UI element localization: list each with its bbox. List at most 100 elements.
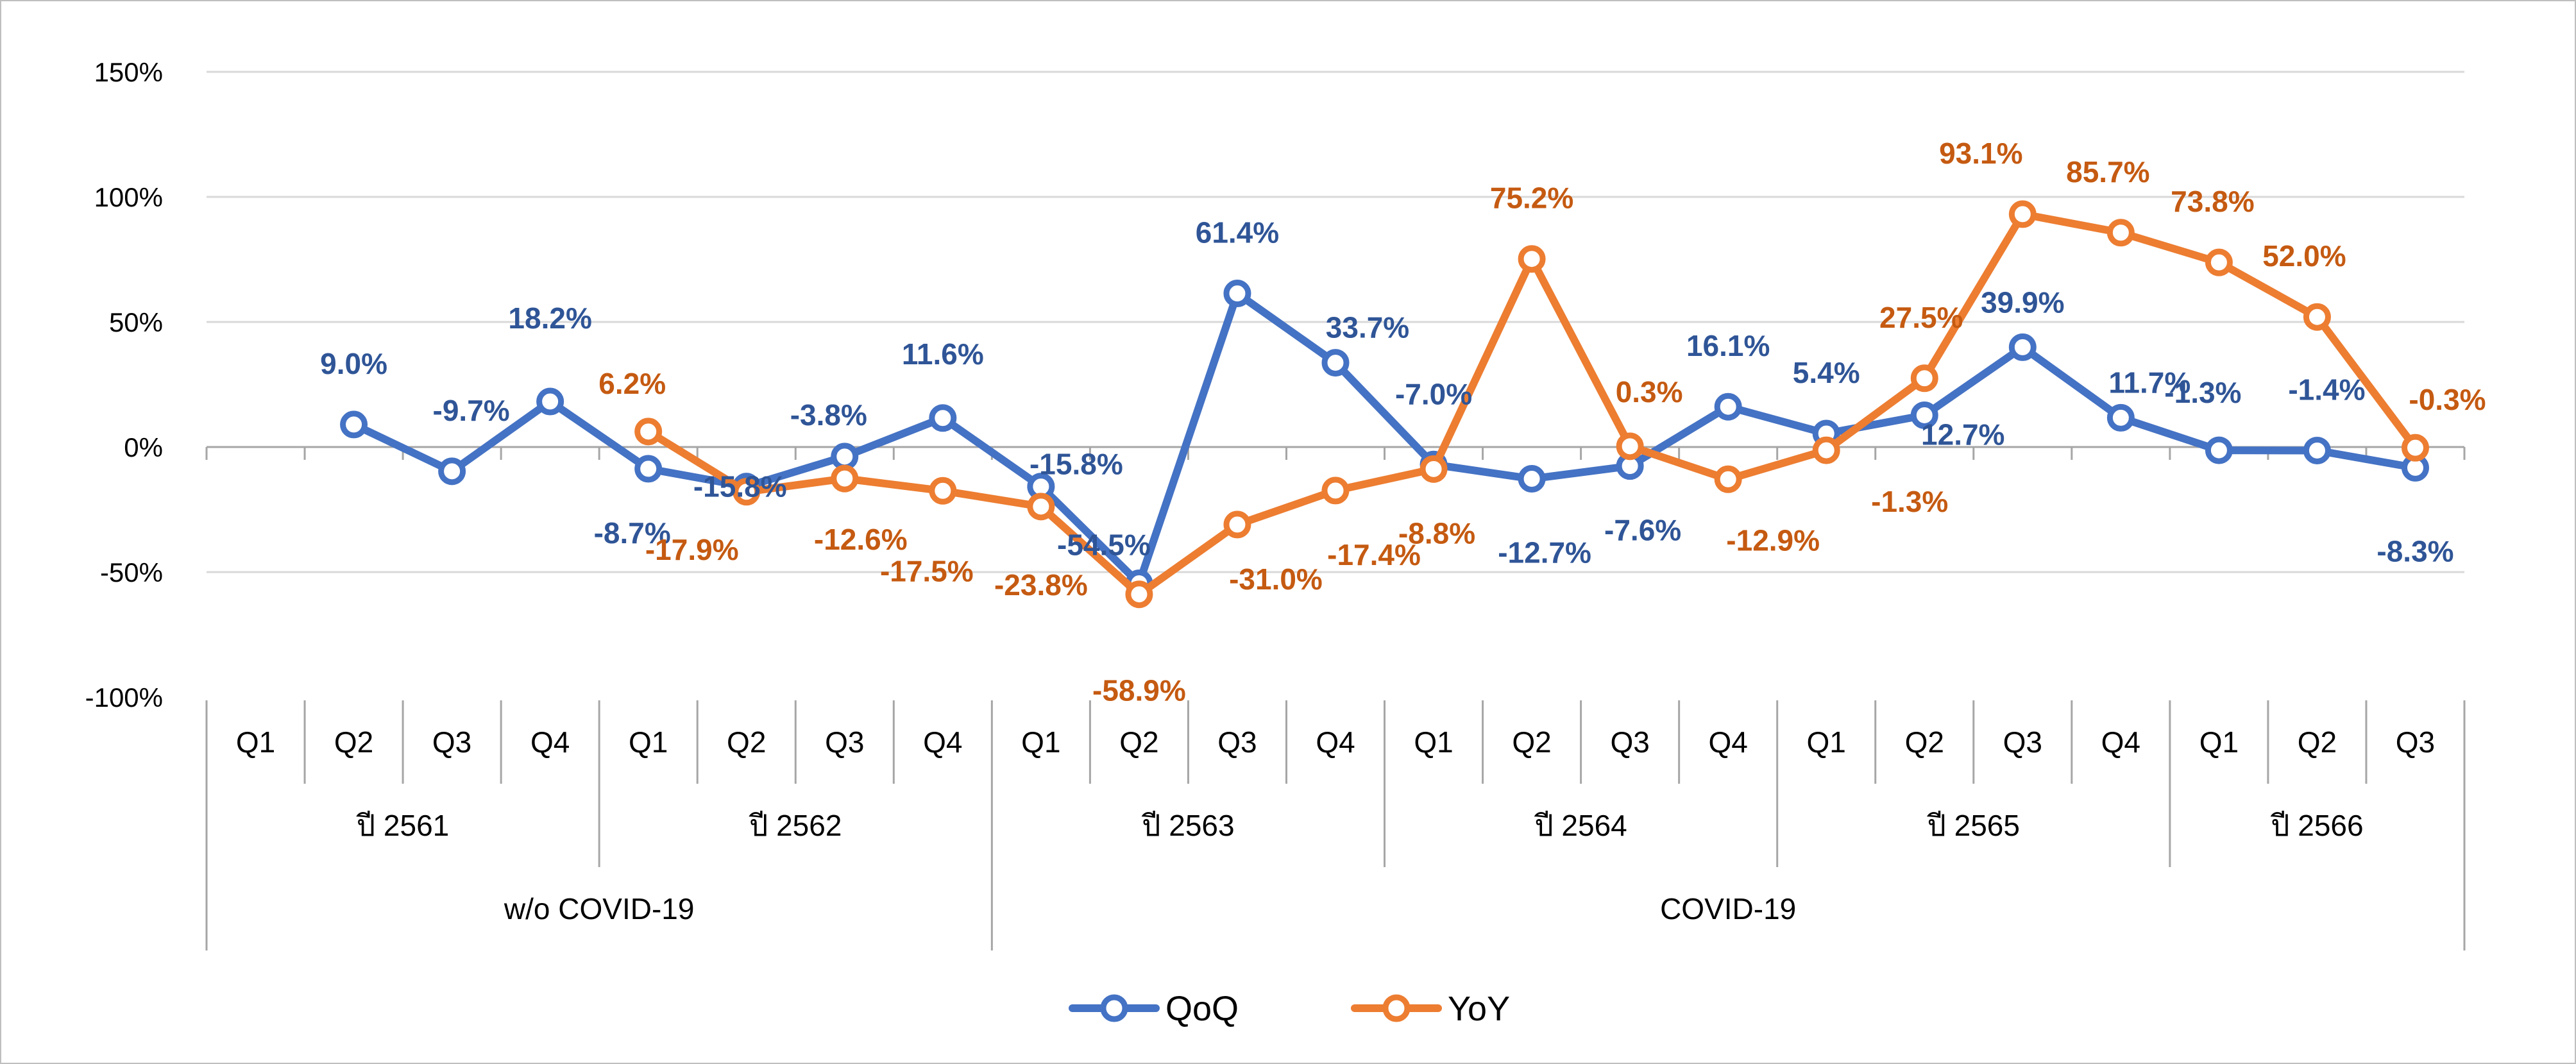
data-label-qoq: -9.7%: [433, 394, 510, 427]
data-label-qoq: -15.8%: [1030, 448, 1123, 481]
data-label-yoy: 93.1%: [1939, 137, 2022, 170]
data-label-yoy: -58.9%: [1092, 674, 1186, 707]
data-label-yoy: -0.3%: [2409, 383, 2486, 416]
quarter-label: Q4: [2101, 725, 2140, 759]
data-point-yoy: [2106, 219, 2135, 247]
data-point-qoq: [634, 455, 663, 483]
data-label-qoq: 11.6%: [902, 337, 984, 371]
quarter-label: Q1: [2199, 725, 2239, 759]
data-point-qoq: [1321, 349, 1350, 377]
data-point-qoq: [2106, 403, 2135, 432]
data-point-qoq: [1910, 401, 1938, 429]
data-label-yoy: -31.0%: [1229, 562, 1323, 596]
data-point-qoq: [1518, 465, 1546, 493]
data-label-qoq: -12.7%: [1498, 536, 1591, 570]
data-point-yoy: [1812, 436, 1840, 464]
data-point-qoq: [536, 387, 564, 416]
data-label-qoq: -54.5%: [1057, 528, 1151, 562]
data-point-yoy: [1616, 432, 1644, 460]
data-label-qoq: -8.3%: [2377, 534, 2453, 568]
data-label-yoy: -17.9%: [645, 533, 739, 566]
quarter-label: Q3: [1217, 725, 1257, 759]
quarter-label: Q2: [1905, 725, 1944, 759]
quarter-label: Q1: [1021, 725, 1060, 759]
data-label-qoq: -7.6%: [1604, 514, 1681, 547]
data-label-qoq: 16.1%: [1686, 329, 1770, 362]
data-label-qoq: 33.7%: [1326, 311, 1409, 344]
category-axis: Q1 Q2 Q3 Q4 Q1 Q2 Q3 Q4 Q1 Q2 Q3 Q4 Q1 Q2 Q3 Q4 Q1 Q2 Q3 Q4…: [205, 700, 2466, 950]
data-point-qoq: [2008, 333, 2037, 361]
data-point-qoq: [1223, 280, 1251, 308]
data-point-yoy: [1027, 493, 1055, 521]
data-point-yoy: [1910, 364, 1938, 393]
legend-marker-yoy: [1382, 994, 1411, 1022]
y-tick-label: 150%: [94, 57, 163, 87]
data-point-qoq: [831, 443, 859, 471]
quarter-label: Q1: [1807, 725, 1846, 759]
data-label-qoq: 61.4%: [1196, 216, 1279, 249]
period-label: w/o COVID-19: [504, 892, 695, 925]
data-point-yoy: [1714, 465, 1742, 493]
year-label: ปี 2564: [1534, 809, 1627, 842]
y-axis-labels: 150% 100% 50% 0% -50% -100%: [85, 57, 163, 713]
legend-label-yoy: YoY: [1448, 990, 1510, 1028]
quarter-label: Q2: [1119, 725, 1158, 759]
data-label-qoq: -15.8%: [693, 470, 787, 503]
data-point-yoy: [2401, 434, 2429, 462]
data-point-yoy: [1321, 477, 1350, 505]
data-label-yoy: -8.8%: [1398, 516, 1475, 550]
quarter-label: Q2: [334, 725, 373, 759]
data-point-qoq: [1714, 393, 1742, 421]
data-point-yoy: [1419, 455, 1448, 483]
quarter-label: Q1: [236, 725, 275, 759]
data-point-yoy: [733, 478, 761, 506]
quarter-label: Q2: [2298, 725, 2337, 759]
data-label-qoq: 5.4%: [1793, 356, 1860, 389]
data-label-qoq: 12.7%: [1921, 418, 2004, 451]
legend-label-qoq: QoQ: [1165, 990, 1239, 1028]
data-point-qoq: [2205, 436, 2233, 464]
series-line-qoq: [350, 289, 2419, 587]
y-tick-label: -100%: [85, 682, 163, 713]
data-label-yoy: 27.5%: [1879, 301, 1963, 334]
data-label-yoy: 75.2%: [1490, 182, 1573, 215]
quarter-label: Q3: [825, 725, 864, 759]
data-label-yoy: -12.9%: [1726, 523, 1820, 557]
data-label-yoy: 73.8%: [2171, 185, 2254, 218]
data-point-qoq: [438, 457, 466, 486]
data-label-qoq: -1.3%: [2164, 376, 2241, 409]
data-point-yoy: [929, 477, 957, 505]
data-label-yoy: 52.0%: [2262, 239, 2346, 273]
quarter-label: Q3: [432, 725, 471, 759]
year-label: ปี 2562: [749, 809, 842, 842]
y-tick-label: -50%: [100, 557, 163, 587]
data-point-yoy: [2008, 200, 2037, 228]
series-layer: [340, 200, 2429, 609]
data-label-qoq: 39.9%: [1981, 285, 2064, 319]
data-label-qoq: 11.7%: [2108, 366, 2190, 399]
data-point-qoq: [340, 410, 368, 439]
data-point-yoy: [1518, 245, 1546, 273]
data-label-yoy: 6.2%: [598, 367, 666, 400]
data-label-qoq: -1.4%: [2288, 373, 2365, 406]
data-label-qoq: 9.0%: [320, 347, 387, 380]
quarter-label: Q1: [629, 725, 668, 759]
data-point-yoy: [1223, 511, 1251, 539]
data-label-yoy: -23.8%: [994, 568, 1088, 602]
data-label-qoq: -7.0%: [1395, 377, 1472, 410]
data-point-yoy: [831, 464, 859, 493]
data-labels: 9.0% -9.7% 18.2% -8.7% -15.8% -3.8% 11.6% -15.8…: [320, 137, 2486, 707]
quarter-label: Q4: [530, 725, 570, 759]
quarter-label: Q3: [2396, 725, 2435, 759]
quarter-label: Q4: [923, 725, 962, 759]
data-point-qoq: [929, 404, 957, 432]
data-label-qoq: 18.2%: [508, 301, 591, 335]
data-label-yoy: -17.5%: [880, 554, 974, 587]
data-label-qoq: -8.7%: [594, 516, 671, 550]
year-label: ปี 2566: [2270, 809, 2364, 842]
data-point-yoy: [1125, 580, 1153, 609]
y-tick-label: 100%: [94, 182, 163, 212]
year-label: ปี 2561: [356, 809, 450, 842]
